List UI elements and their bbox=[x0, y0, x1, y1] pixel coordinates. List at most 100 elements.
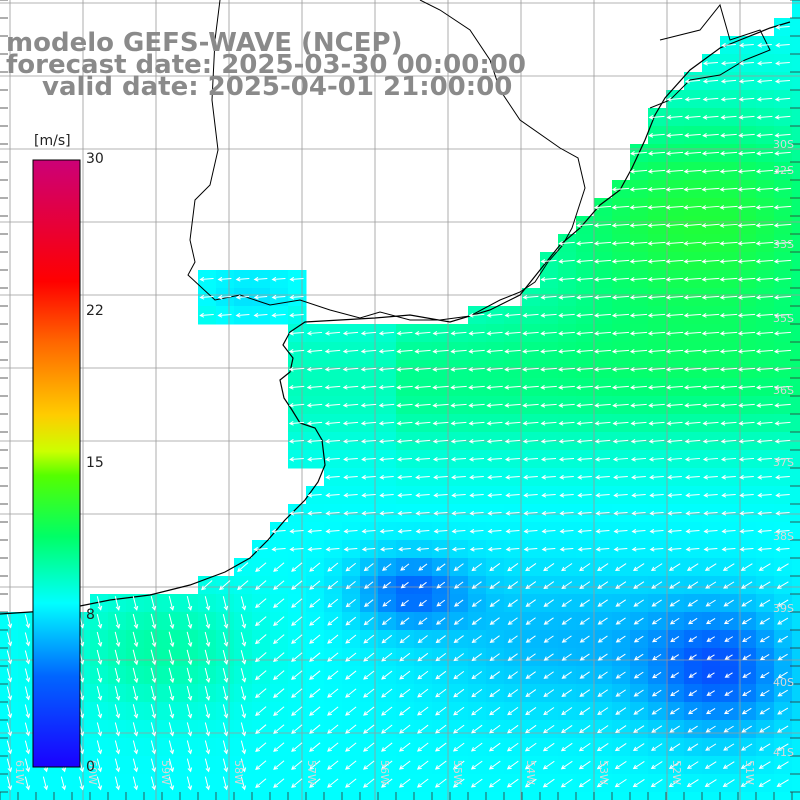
wind-vector-arrow bbox=[647, 277, 666, 282]
wind-vector-arrow bbox=[396, 385, 413, 390]
wind-vector-arrow bbox=[486, 403, 503, 408]
wind-speed-cell bbox=[792, 360, 800, 379]
wind-vector-arrow bbox=[773, 313, 792, 318]
wind-vector-arrow bbox=[594, 331, 611, 336]
wind-vector-arrow bbox=[683, 187, 702, 192]
wind-vector-arrow bbox=[647, 349, 666, 354]
wind-vector-arrow bbox=[306, 420, 323, 426]
longitude-label: 51W bbox=[743, 760, 756, 785]
wind-vector-arrow bbox=[576, 349, 593, 354]
wind-vector-arrow bbox=[450, 456, 467, 462]
wind-speed-cell bbox=[792, 72, 800, 91]
wind-vector-arrow bbox=[504, 403, 521, 408]
wind-vector-arrow bbox=[324, 366, 341, 372]
wind-vector-arrow bbox=[558, 331, 575, 336]
wind-vector-arrow bbox=[378, 366, 395, 372]
wind-vector-arrow bbox=[271, 294, 286, 300]
wind-speed-cell bbox=[288, 792, 307, 800]
wind-vector-arrow bbox=[648, 133, 665, 138]
wind-speed-cell bbox=[792, 450, 800, 469]
wind-speed-cell bbox=[324, 792, 343, 800]
wind-vector-arrow bbox=[629, 205, 648, 210]
wind-vector-arrow bbox=[737, 223, 756, 228]
wind-vector-arrow bbox=[468, 420, 485, 426]
wind-vector-arrow bbox=[612, 385, 629, 390]
wind-vector-arrow bbox=[774, 385, 791, 390]
longitude-label: 57W bbox=[305, 760, 318, 785]
wind-vector-arrow bbox=[629, 295, 648, 300]
wind-vector-arrow bbox=[432, 420, 449, 426]
wind-vector-arrow bbox=[611, 259, 630, 264]
wind-vector-arrow bbox=[702, 114, 719, 120]
wind-vector-arrow bbox=[629, 223, 648, 228]
wind-vector-arrow bbox=[647, 223, 666, 228]
longitude-label: 55W bbox=[451, 760, 464, 785]
wind-vector-arrow bbox=[540, 349, 557, 354]
wind-speed-cell bbox=[360, 792, 379, 800]
wind-vector-arrow bbox=[360, 366, 377, 372]
wind-speed-cell bbox=[36, 792, 55, 800]
wind-speed-cell bbox=[792, 306, 800, 325]
wind-speed-cell bbox=[18, 792, 37, 800]
wind-vector-arrow bbox=[683, 331, 702, 336]
wind-vector-arrow bbox=[324, 330, 341, 336]
wind-vector-arrow bbox=[665, 169, 684, 174]
wind-vector-arrow bbox=[629, 349, 648, 354]
wind-speed-cell bbox=[180, 792, 199, 800]
wind-vector-arrow bbox=[325, 438, 340, 444]
wind-speed-cell bbox=[792, 684, 800, 703]
wind-vector-arrow bbox=[324, 384, 341, 390]
wind-vector-arrow bbox=[361, 456, 376, 462]
wind-vector-arrow bbox=[540, 438, 557, 444]
wind-speed-cell bbox=[576, 792, 595, 800]
wind-vector-arrow bbox=[701, 277, 720, 282]
wind-vector-arrow bbox=[720, 420, 737, 426]
latitude-label: 41S bbox=[773, 746, 794, 759]
wind-vector-arrow bbox=[576, 403, 593, 408]
wind-speed-cell bbox=[792, 756, 800, 775]
wind-vector-arrow bbox=[738, 151, 755, 156]
wind-speed-cell bbox=[792, 576, 800, 595]
wind-vector-arrow bbox=[450, 367, 467, 372]
wind-vector-arrow bbox=[593, 367, 612, 372]
wind-speed-cell bbox=[612, 792, 631, 800]
wind-vector-arrow bbox=[738, 420, 755, 426]
wind-vector-arrow bbox=[702, 420, 719, 426]
wind-vector-arrow bbox=[288, 402, 305, 408]
wind-vector-arrow bbox=[720, 96, 737, 102]
wind-vector-arrow bbox=[756, 78, 773, 84]
wind-vector-arrow bbox=[522, 420, 539, 426]
wind-vector-arrow bbox=[306, 366, 323, 372]
coastline-inland-border bbox=[187, 0, 586, 321]
wind-vector-arrow bbox=[703, 60, 718, 66]
title-valid-date: valid date: 2025-04-01 21:00:00 bbox=[42, 72, 513, 102]
wind-speed-cell bbox=[54, 792, 73, 800]
wind-vector-arrow bbox=[611, 205, 630, 210]
wind-vector-arrow bbox=[450, 403, 467, 408]
wind-vector-arrow bbox=[253, 312, 268, 318]
wind-vector-arrow bbox=[773, 187, 792, 192]
wind-vector-arrow bbox=[593, 259, 612, 264]
wind-vector-arrow bbox=[522, 456, 539, 462]
wind-speed-cell bbox=[486, 792, 505, 800]
wind-vector-arrow bbox=[719, 277, 738, 282]
wind-speed-cell bbox=[738, 792, 757, 800]
wind-vector-arrow bbox=[558, 367, 575, 372]
wind-vector-arrow bbox=[683, 169, 702, 174]
wind-vector-arrow bbox=[719, 259, 738, 264]
latitude-label: 32S bbox=[773, 164, 794, 177]
wind-vector-arrow bbox=[522, 294, 539, 300]
wind-vector-arrow bbox=[307, 456, 322, 462]
wind-vector-arrow bbox=[629, 169, 648, 174]
wind-vector-arrow bbox=[235, 312, 250, 318]
wind-vector-arrow bbox=[450, 349, 467, 354]
wind-vector-arrow bbox=[558, 456, 575, 462]
wind-vector-arrow bbox=[719, 205, 738, 210]
wind-vector-arrow bbox=[558, 385, 575, 390]
wind-vector-arrow bbox=[773, 295, 792, 300]
wind-vector-arrow bbox=[289, 438, 304, 444]
wind-vector-arrow bbox=[306, 348, 323, 354]
wind-speed-cell bbox=[306, 792, 325, 800]
latitude-label: 39S bbox=[773, 602, 794, 615]
